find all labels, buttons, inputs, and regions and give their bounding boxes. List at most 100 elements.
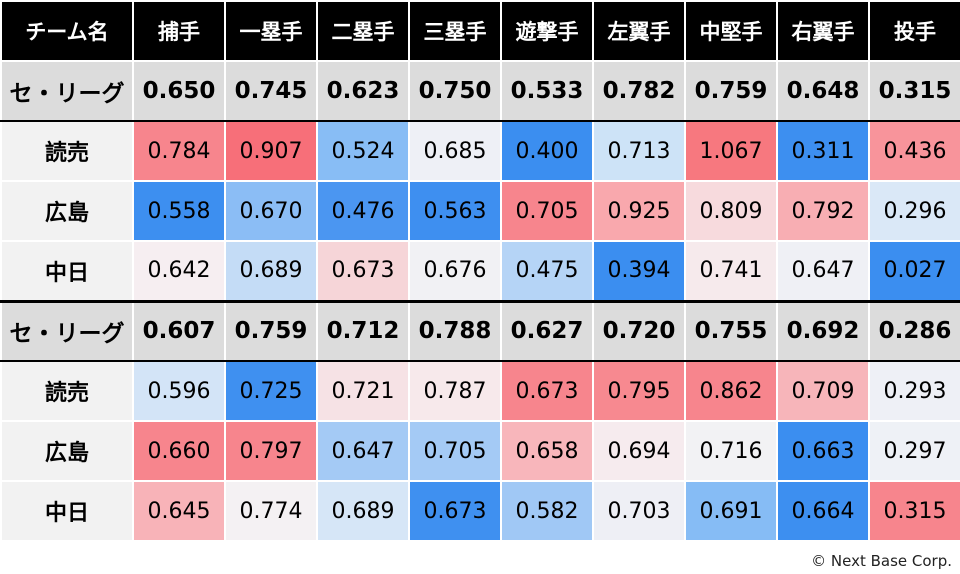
heatmap-cell: 0.741 (684, 240, 778, 302)
header-position: 捕手 (132, 0, 226, 62)
heatmap-cell: 0.293 (868, 360, 960, 422)
heatmap-cell: 0.703 (592, 480, 686, 542)
league-value-cell: 0.712 (316, 299, 410, 362)
team-row: 中日 0.642 0.689 0.673 0.676 0.475 0.394 0.741 0.6… (0, 240, 960, 302)
heatmap-cell: 0.311 (776, 120, 870, 182)
header-position: 三塁手 (408, 0, 502, 62)
team-label: 読売 (0, 360, 134, 422)
heatmap-cell: 0.713 (592, 120, 686, 182)
header-position: 投手 (868, 0, 960, 62)
league-value-cell: 0.720 (592, 299, 686, 362)
team-row: 中日 0.645 0.774 0.689 0.673 0.582 0.703 0.691 0.6… (0, 480, 960, 542)
team-label: 広島 (0, 420, 134, 482)
league-value-cell: 0.759 (684, 60, 778, 122)
league-label: セ・リーグ (0, 299, 134, 362)
heatmap-cell: 0.691 (684, 480, 778, 542)
team-label: 広島 (0, 180, 134, 242)
league-value-cell: 0.648 (776, 60, 870, 122)
heatmap-cell: 0.663 (776, 420, 870, 482)
heatmap-cell: 0.705 (500, 180, 594, 242)
team-label: 読売 (0, 120, 134, 182)
league-value-cell: 0.755 (684, 299, 778, 362)
heatmap-table: チーム名 捕手 一塁手 二塁手 三塁手 遊撃手 左翼手 中堅手 右翼手 投手 セ・リーグ 0.650… (0, 0, 960, 542)
heatmap-cell: 0.664 (776, 480, 870, 542)
league-row: セ・リーグ 0.607 0.759 0.712 0.788 0.627 0.720 0.755… (0, 299, 960, 362)
team-row: 読売 0.784 0.907 0.524 0.685 0.400 0.713 1.067 0.3… (0, 120, 960, 182)
heatmap-cell: 0.394 (592, 240, 686, 302)
header-team-name: チーム名 (0, 0, 134, 62)
header-position: 中堅手 (684, 0, 778, 62)
heatmap-cell: 0.475 (500, 240, 594, 302)
league-value-cell: 0.623 (316, 60, 410, 122)
heatmap-cell: 0.670 (224, 180, 318, 242)
league-value-cell: 0.782 (592, 60, 686, 122)
heatmap-cell: 0.705 (408, 420, 502, 482)
league-value-cell: 0.315 (868, 60, 960, 122)
team-label: 中日 (0, 240, 134, 302)
heatmap-cell: 0.563 (408, 180, 502, 242)
heatmap-cell: 0.315 (868, 480, 960, 542)
heatmap-cell: 0.784 (132, 120, 226, 182)
heatmap-cell: 0.524 (316, 120, 410, 182)
league-value-cell: 0.286 (868, 299, 960, 362)
heatmap-cell: 0.709 (776, 360, 870, 422)
heatmap-cell: 0.476 (316, 180, 410, 242)
team-row: 読売 0.596 0.725 0.721 0.787 0.673 0.795 0.862 0.7… (0, 360, 960, 422)
heatmap-cell: 0.647 (316, 420, 410, 482)
header-position: 遊撃手 (500, 0, 594, 62)
league-value-cell: 0.692 (776, 299, 870, 362)
heatmap-cell: 1.067 (684, 120, 778, 182)
heatmap-cell: 0.716 (684, 420, 778, 482)
heatmap-cell: 0.689 (316, 480, 410, 542)
heatmap-cell: 0.645 (132, 480, 226, 542)
heatmap-cell: 0.673 (500, 360, 594, 422)
league-label: セ・リーグ (0, 60, 134, 122)
heatmap-cell: 0.673 (408, 480, 502, 542)
heatmap-cell: 0.647 (776, 240, 870, 302)
header-position: 右翼手 (776, 0, 870, 62)
heatmap-cell: 0.642 (132, 240, 226, 302)
heatmap-cell: 0.400 (500, 120, 594, 182)
heatmap-cell: 0.027 (868, 240, 960, 302)
heatmap-cell: 0.436 (868, 120, 960, 182)
heatmap-cell: 0.296 (868, 180, 960, 242)
header-position: 左翼手 (592, 0, 686, 62)
heatmap-cell: 0.676 (408, 240, 502, 302)
heatmap-cell: 0.809 (684, 180, 778, 242)
heatmap-cell: 0.558 (132, 180, 226, 242)
heatmap-cell: 0.774 (224, 480, 318, 542)
heatmap-cell: 0.582 (500, 480, 594, 542)
heatmap-cell: 0.795 (592, 360, 686, 422)
heatmap-cell: 0.797 (224, 420, 318, 482)
heatmap-cell: 0.673 (316, 240, 410, 302)
league-value-cell: 0.788 (408, 299, 502, 362)
league-value-cell: 0.627 (500, 299, 594, 362)
heatmap-cell: 0.792 (776, 180, 870, 242)
league-value-cell: 0.745 (224, 60, 318, 122)
heatmap-cell: 0.596 (132, 360, 226, 422)
team-label: 中日 (0, 480, 134, 542)
heatmap-cell: 0.297 (868, 420, 960, 482)
header-position: 一塁手 (224, 0, 318, 62)
heatmap-cell: 0.725 (224, 360, 318, 422)
team-row: 広島 0.660 0.797 0.647 0.705 0.658 0.694 0.716 0.6… (0, 420, 960, 482)
league-value-cell: 0.750 (408, 60, 502, 122)
header-row: チーム名 捕手 一塁手 二塁手 三塁手 遊撃手 左翼手 中堅手 右翼手 投手 (0, 0, 960, 62)
heatmap-cell: 0.689 (224, 240, 318, 302)
league-value-cell: 0.650 (132, 60, 226, 122)
heatmap-cell: 0.694 (592, 420, 686, 482)
heatmap-cell: 0.907 (224, 120, 318, 182)
heatmap-cell: 0.787 (408, 360, 502, 422)
league-row: セ・リーグ 0.650 0.745 0.623 0.750 0.533 0.782 0.759… (0, 60, 960, 122)
league-value-cell: 0.533 (500, 60, 594, 122)
league-value-cell: 0.607 (132, 299, 226, 362)
copyright-credit: © Next Base Corp. (811, 552, 952, 570)
header-position: 二塁手 (316, 0, 410, 62)
table-body: セ・リーグ 0.650 0.745 0.623 0.750 0.533 0.782 0.759… (0, 60, 960, 542)
league-value-cell: 0.759 (224, 299, 318, 362)
heatmap-cell: 0.862 (684, 360, 778, 422)
heatmap-cell: 0.660 (132, 420, 226, 482)
team-row: 広島 0.558 0.670 0.476 0.563 0.705 0.925 0.809 0.7… (0, 180, 960, 242)
heatmap-cell: 0.658 (500, 420, 594, 482)
heatmap-cell: 0.685 (408, 120, 502, 182)
